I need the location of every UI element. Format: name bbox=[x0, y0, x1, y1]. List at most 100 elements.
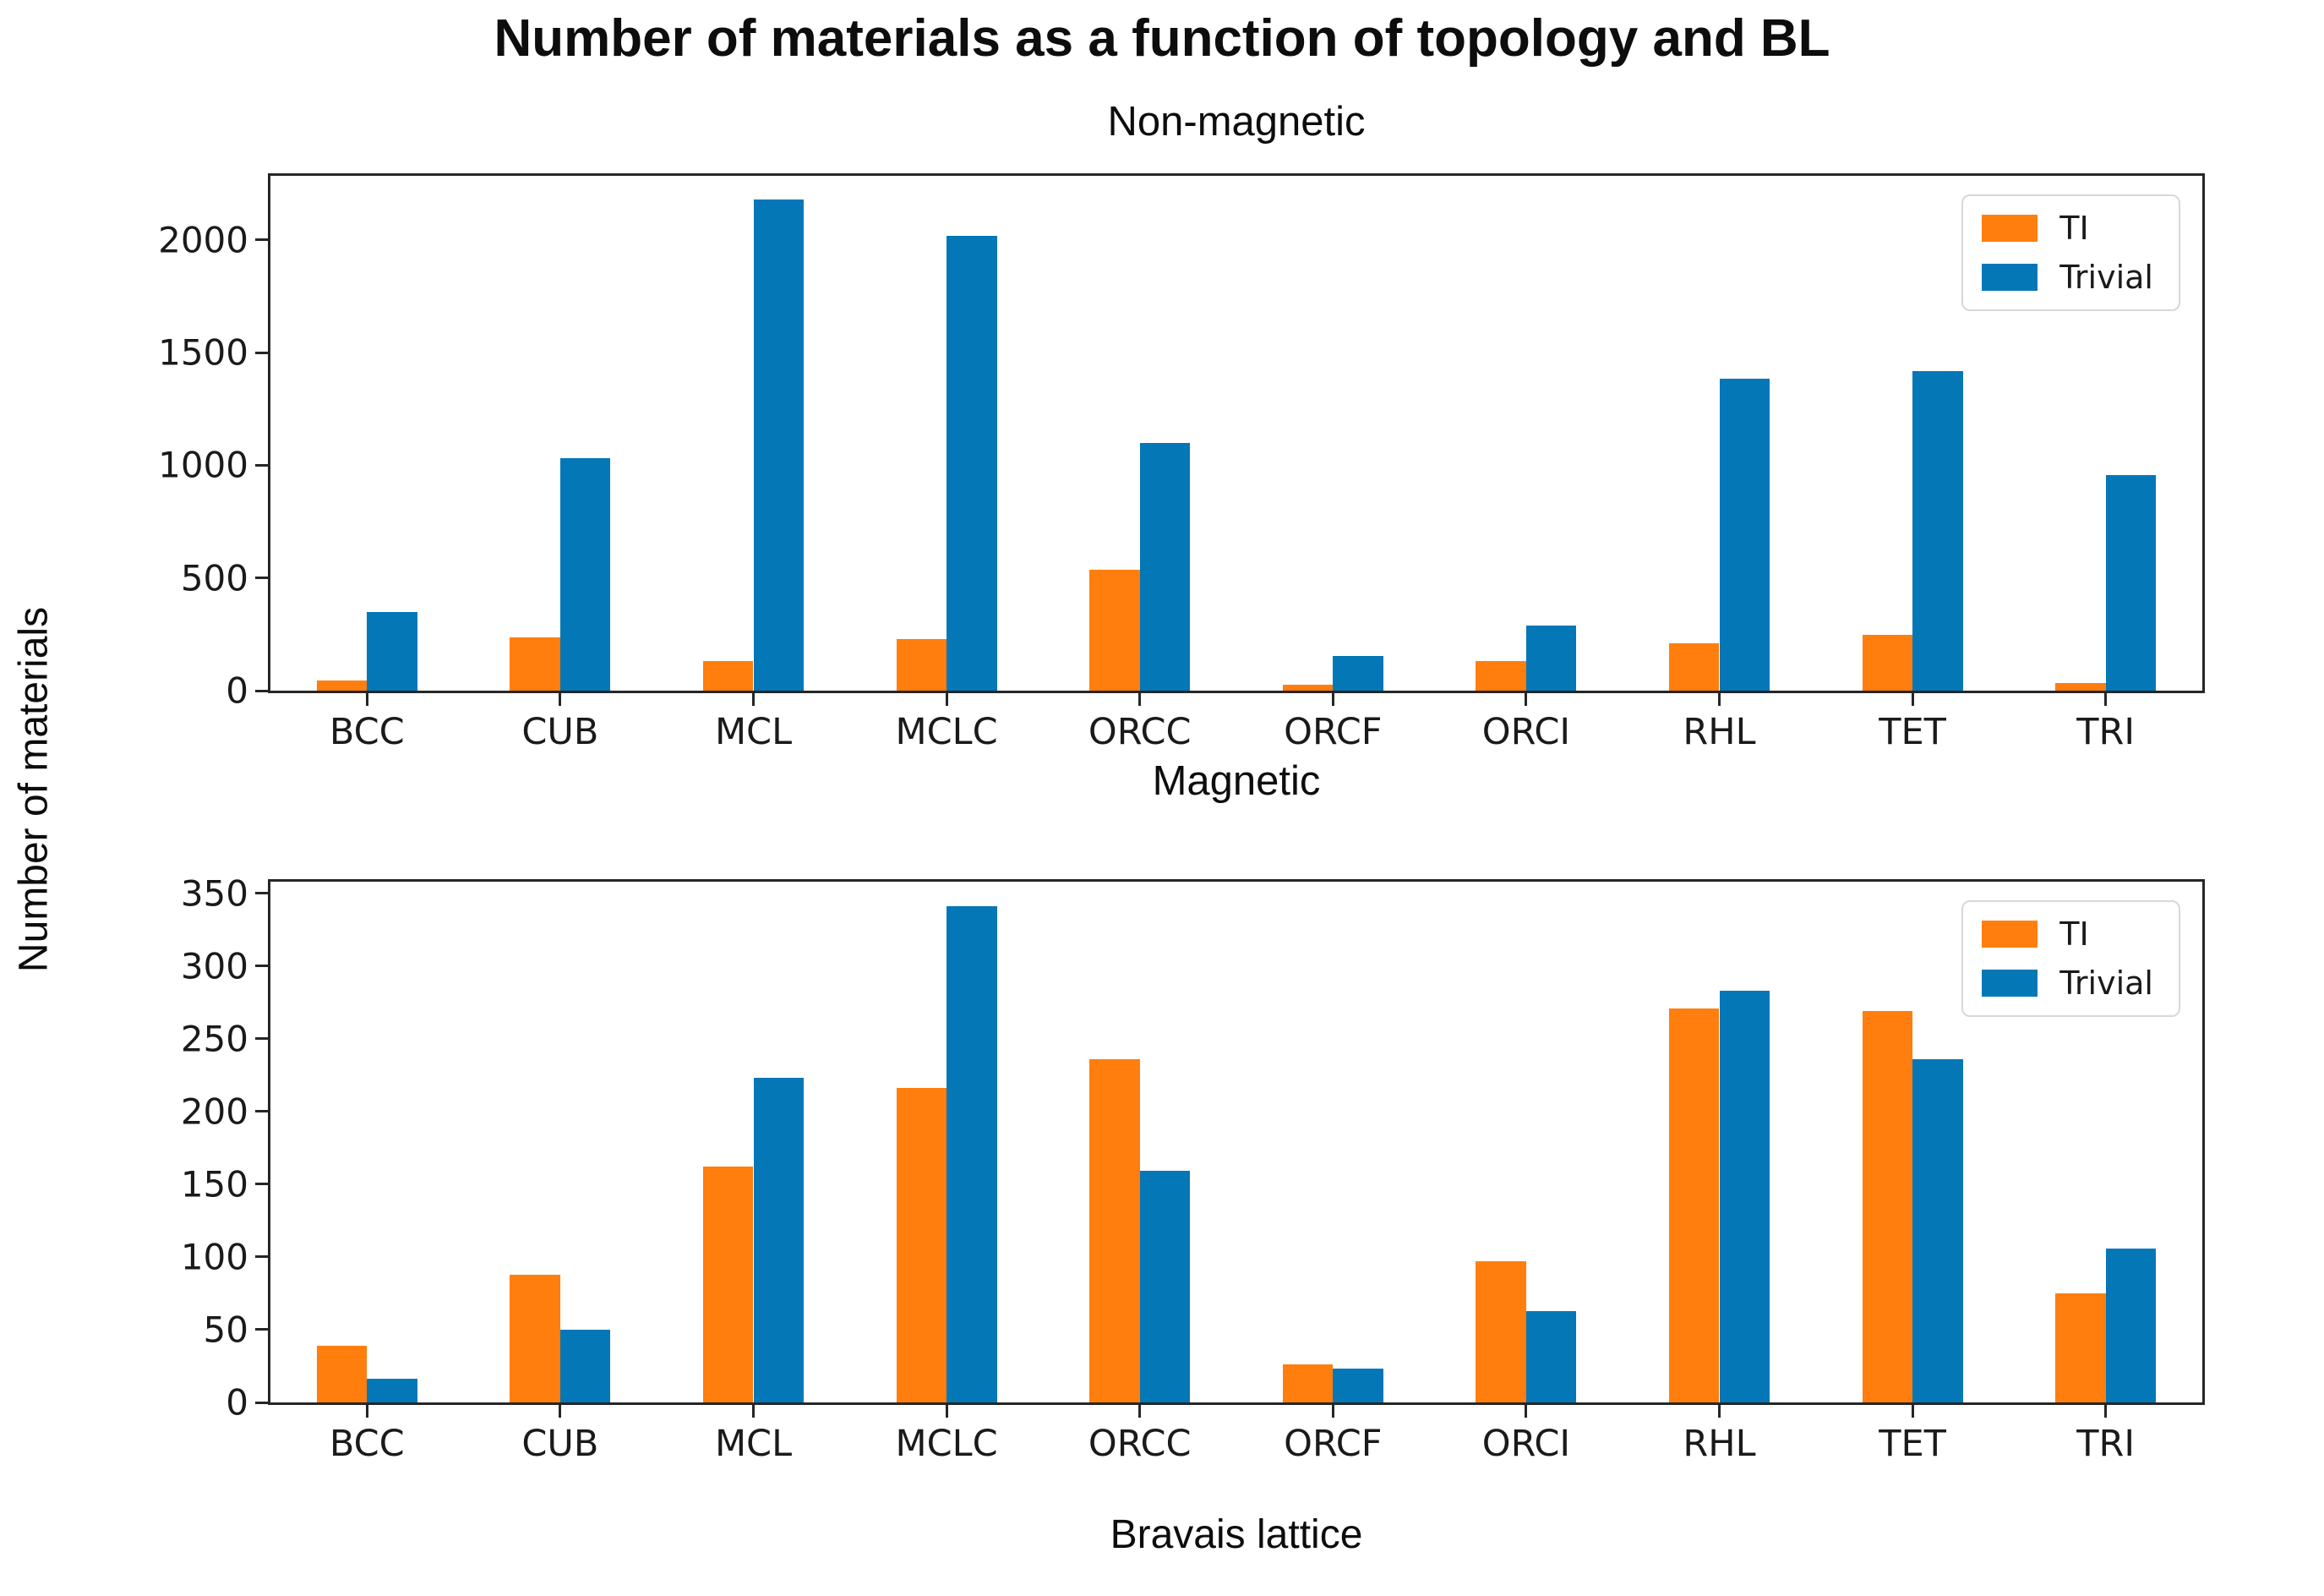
x-tick-label: ORCC bbox=[1088, 711, 1192, 753]
bar-ti-mcl bbox=[703, 1167, 754, 1402]
bar-trivial-orcf bbox=[1333, 655, 1383, 691]
y-tick-mark bbox=[255, 1401, 268, 1404]
bar-ti-orcc bbox=[1089, 570, 1140, 691]
x-tick-label: ORCI bbox=[1481, 1423, 1571, 1465]
subplot-title-magnetic: Magnetic bbox=[1152, 758, 1321, 804]
bar-ti-mclc bbox=[896, 1088, 947, 1402]
x-tick-mark bbox=[2104, 693, 2108, 706]
x-tick-mark bbox=[2104, 1405, 2108, 1418]
x-tick-mark bbox=[945, 693, 948, 706]
x-tick-mark bbox=[1525, 693, 1528, 706]
bar-trivial-rhl bbox=[1719, 991, 1770, 1402]
x-tick-mark bbox=[559, 693, 562, 706]
x-tick-label: ORCC bbox=[1088, 1423, 1192, 1465]
legend-item-trivial: Trivial bbox=[1982, 259, 2153, 296]
x-tick-label: TET bbox=[1879, 711, 1946, 753]
figure-title: Number of materials as a function of top… bbox=[494, 9, 1830, 68]
x-tick-label: TET bbox=[1879, 1423, 1946, 1465]
y-tick-label: 1500 bbox=[158, 331, 248, 374]
x-tick-mark bbox=[559, 1405, 562, 1418]
bar-trivial-cub bbox=[559, 1329, 611, 1402]
y-tick-label: 0 bbox=[226, 1381, 248, 1424]
legend-label-ti: TI bbox=[2059, 916, 2089, 953]
bar-ti-orci bbox=[1476, 1261, 1526, 1402]
bar-ti-orcc bbox=[1089, 1058, 1140, 1402]
x-tick-mark bbox=[1718, 693, 1721, 706]
x-tick-mark bbox=[1911, 1405, 1914, 1418]
y-tick-label: 100 bbox=[180, 1236, 248, 1278]
x-tick-label: BCC bbox=[329, 711, 405, 753]
bar-trivial-orcc bbox=[1139, 442, 1191, 691]
bar-ti-cub bbox=[510, 637, 560, 691]
legend: TI Trivial bbox=[1961, 900, 2180, 1017]
bar-ti-mclc bbox=[896, 638, 947, 691]
bar-trivial-rhl bbox=[1719, 378, 1770, 691]
y-tick-mark bbox=[255, 965, 268, 968]
bar-trivial-tri bbox=[2105, 1248, 2157, 1402]
x-tick-label: ORCF bbox=[1284, 711, 1383, 753]
bar-trivial-orci bbox=[1525, 626, 1577, 691]
bar-ti-tet bbox=[1862, 1011, 1913, 1402]
legend-label-ti: TI bbox=[2059, 210, 2089, 247]
y-tick-label: 1000 bbox=[158, 444, 248, 486]
bar-ti-bcc bbox=[316, 1345, 368, 1402]
y-tick-label: 500 bbox=[180, 557, 248, 599]
bar-ti-orcf bbox=[1282, 1364, 1334, 1402]
bar-ti-tri bbox=[2055, 1293, 2106, 1402]
x-tick-label: ORCF bbox=[1284, 1423, 1383, 1465]
bar-trivial-tri bbox=[2105, 475, 2157, 691]
legend-item-trivial: Trivial bbox=[1982, 965, 2153, 1002]
trivial-swatch-icon bbox=[1982, 970, 2038, 997]
y-tick-mark bbox=[255, 1037, 268, 1041]
y-tick-label: 2000 bbox=[158, 219, 248, 261]
x-tick-mark bbox=[365, 693, 368, 706]
x-tick-label: RHL bbox=[1683, 1423, 1756, 1465]
y-tick-mark bbox=[255, 689, 268, 692]
plot-area-magnetic: TI Trivial 0 50 100 150 200 250 300 350 BCC CUB MC… bbox=[181, 872, 2205, 1465]
bar-trivial-mcl bbox=[753, 200, 804, 691]
x-tick-mark bbox=[752, 1405, 755, 1418]
x-tick-label: MCL bbox=[714, 1423, 793, 1465]
y-tick-label: 200 bbox=[180, 1090, 248, 1133]
bar-trivial-cub bbox=[559, 458, 611, 691]
x-tick-mark bbox=[1138, 693, 1142, 706]
ti-swatch-icon bbox=[1982, 215, 2038, 242]
y-tick-label: 300 bbox=[180, 945, 248, 987]
y-tick-label: 0 bbox=[226, 670, 248, 712]
bar-trivial-mclc bbox=[947, 906, 997, 1402]
x-tick-label: MCLC bbox=[895, 1423, 998, 1465]
bar-trivial-orcf bbox=[1333, 1369, 1383, 1402]
legend-label-trivial: Trivial bbox=[2059, 259, 2153, 296]
x-tick-mark bbox=[752, 693, 755, 706]
y-axis-label: Number of materials bbox=[11, 606, 57, 973]
bar-ti-rhl bbox=[1669, 643, 1720, 691]
y-tick-mark bbox=[255, 1255, 268, 1259]
bar-ti-cub bbox=[510, 1274, 560, 1402]
legend: TI Trivial bbox=[1961, 194, 2180, 311]
y-tick-mark bbox=[255, 1110, 268, 1113]
x-tick-mark bbox=[365, 1405, 368, 1418]
subplot-title-non-magnetic: Non-magnetic bbox=[1107, 99, 1366, 145]
bar-ti-orci bbox=[1476, 661, 1526, 691]
bar-ti-orcf bbox=[1282, 684, 1334, 691]
y-tick-mark bbox=[255, 463, 268, 467]
x-tick-label: CUB bbox=[521, 1423, 599, 1465]
x-tick-mark bbox=[1718, 1405, 1721, 1418]
x-axis-label: Bravais lattice bbox=[1110, 1512, 1363, 1557]
y-tick-label: 150 bbox=[180, 1163, 248, 1205]
y-tick-mark bbox=[255, 351, 268, 354]
bar-trivial-tet bbox=[1912, 1058, 1963, 1402]
x-tick-label: MCLC bbox=[895, 711, 998, 753]
y-tick-label: 250 bbox=[180, 1018, 248, 1060]
y-tick-mark bbox=[255, 1183, 268, 1186]
plot-area-non-magnetic: TI Trivial 0 500 1000 1500 2000 BCC CUB MCL MCLC… bbox=[158, 173, 2205, 753]
bar-trivial-bcc bbox=[367, 1379, 417, 1402]
x-tick-label: MCL bbox=[714, 711, 793, 753]
ti-swatch-icon bbox=[1982, 921, 2038, 948]
y-tick-mark bbox=[255, 892, 268, 895]
x-tick-mark bbox=[1331, 1405, 1334, 1418]
y-tick-label: 50 bbox=[203, 1309, 248, 1351]
x-tick-label: BCC bbox=[329, 1423, 405, 1465]
bar-ti-rhl bbox=[1669, 1008, 1720, 1402]
legend-item-ti: TI bbox=[1982, 916, 2153, 953]
